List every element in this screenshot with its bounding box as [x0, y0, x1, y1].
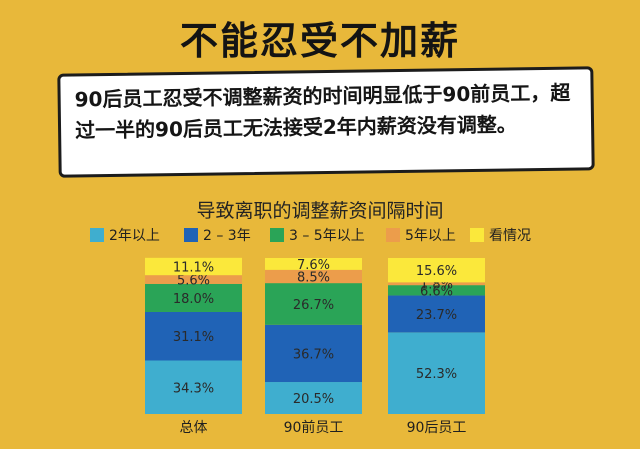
- bar-segment-2-3: [388, 282, 485, 286]
- bar-segment-1-1: [265, 324, 362, 383]
- legend-swatch-2: [270, 228, 284, 242]
- data-label-2-4: 15.6%: [416, 264, 457, 279]
- legend-swatch-4: [470, 228, 484, 242]
- legend-label-2: 3 – 5年以上: [289, 228, 365, 244]
- bar-segment-2-4: [388, 258, 485, 283]
- category-label-0: 总体: [180, 420, 208, 436]
- bar-segment-1-4: [265, 258, 362, 270]
- bar-segment-1-0: [265, 382, 362, 414]
- legend-label-1: 2 – 3年: [203, 228, 251, 244]
- bar-segment-0-0: [145, 360, 242, 414]
- headline: 不能忍受不加薪: [179, 19, 460, 63]
- data-label-1-4: 7.6%: [297, 258, 330, 273]
- category-label-2: 90后员工: [407, 420, 467, 436]
- data-label-0-0: 34.3%: [173, 381, 214, 396]
- data-label-0-3: 5.6%: [177, 274, 210, 289]
- legend-label-3: 5年以上: [405, 228, 456, 244]
- data-label-0-1: 31.1%: [173, 330, 214, 345]
- legend-label-0: 2年以上: [109, 228, 160, 244]
- chart-title: 导致离职的调整薪资间隔时间: [196, 200, 444, 222]
- bar-segment-0-1: [145, 311, 242, 361]
- legend-swatch-1: [184, 228, 198, 242]
- data-label-2-1: 23.7%: [416, 308, 457, 323]
- bar-segment-0-3: [145, 275, 242, 284]
- bar-segment-0-4: [145, 257, 242, 276]
- data-label-1-0: 20.5%: [293, 392, 334, 407]
- category-label-1: 90前员工: [284, 419, 344, 436]
- legend-swatch-0: [90, 228, 104, 242]
- bar-segment-2-2: [388, 285, 485, 296]
- legend-swatch-3: [386, 228, 400, 242]
- bar-segment-2-0: [388, 332, 485, 414]
- data-label-0-4: 11.1%: [173, 261, 214, 276]
- bar-segment-1-3: [265, 269, 362, 284]
- data-label-1-3: 8.5%: [297, 270, 330, 285]
- bar-segment-1-2: [265, 283, 362, 325]
- bar-segment-2-1: [388, 295, 485, 333]
- data-label-0-2: 18.0%: [173, 292, 214, 307]
- legend-label-4: 看情况: [489, 228, 531, 244]
- data-label-1-1: 36.7%: [293, 347, 334, 362]
- data-label-1-2: 26.7%: [293, 298, 334, 313]
- data-label-2-2: 6.6%: [420, 284, 453, 299]
- data-label-2-0: 52.3%: [416, 367, 457, 382]
- bar-segment-0-2: [145, 283, 242, 312]
